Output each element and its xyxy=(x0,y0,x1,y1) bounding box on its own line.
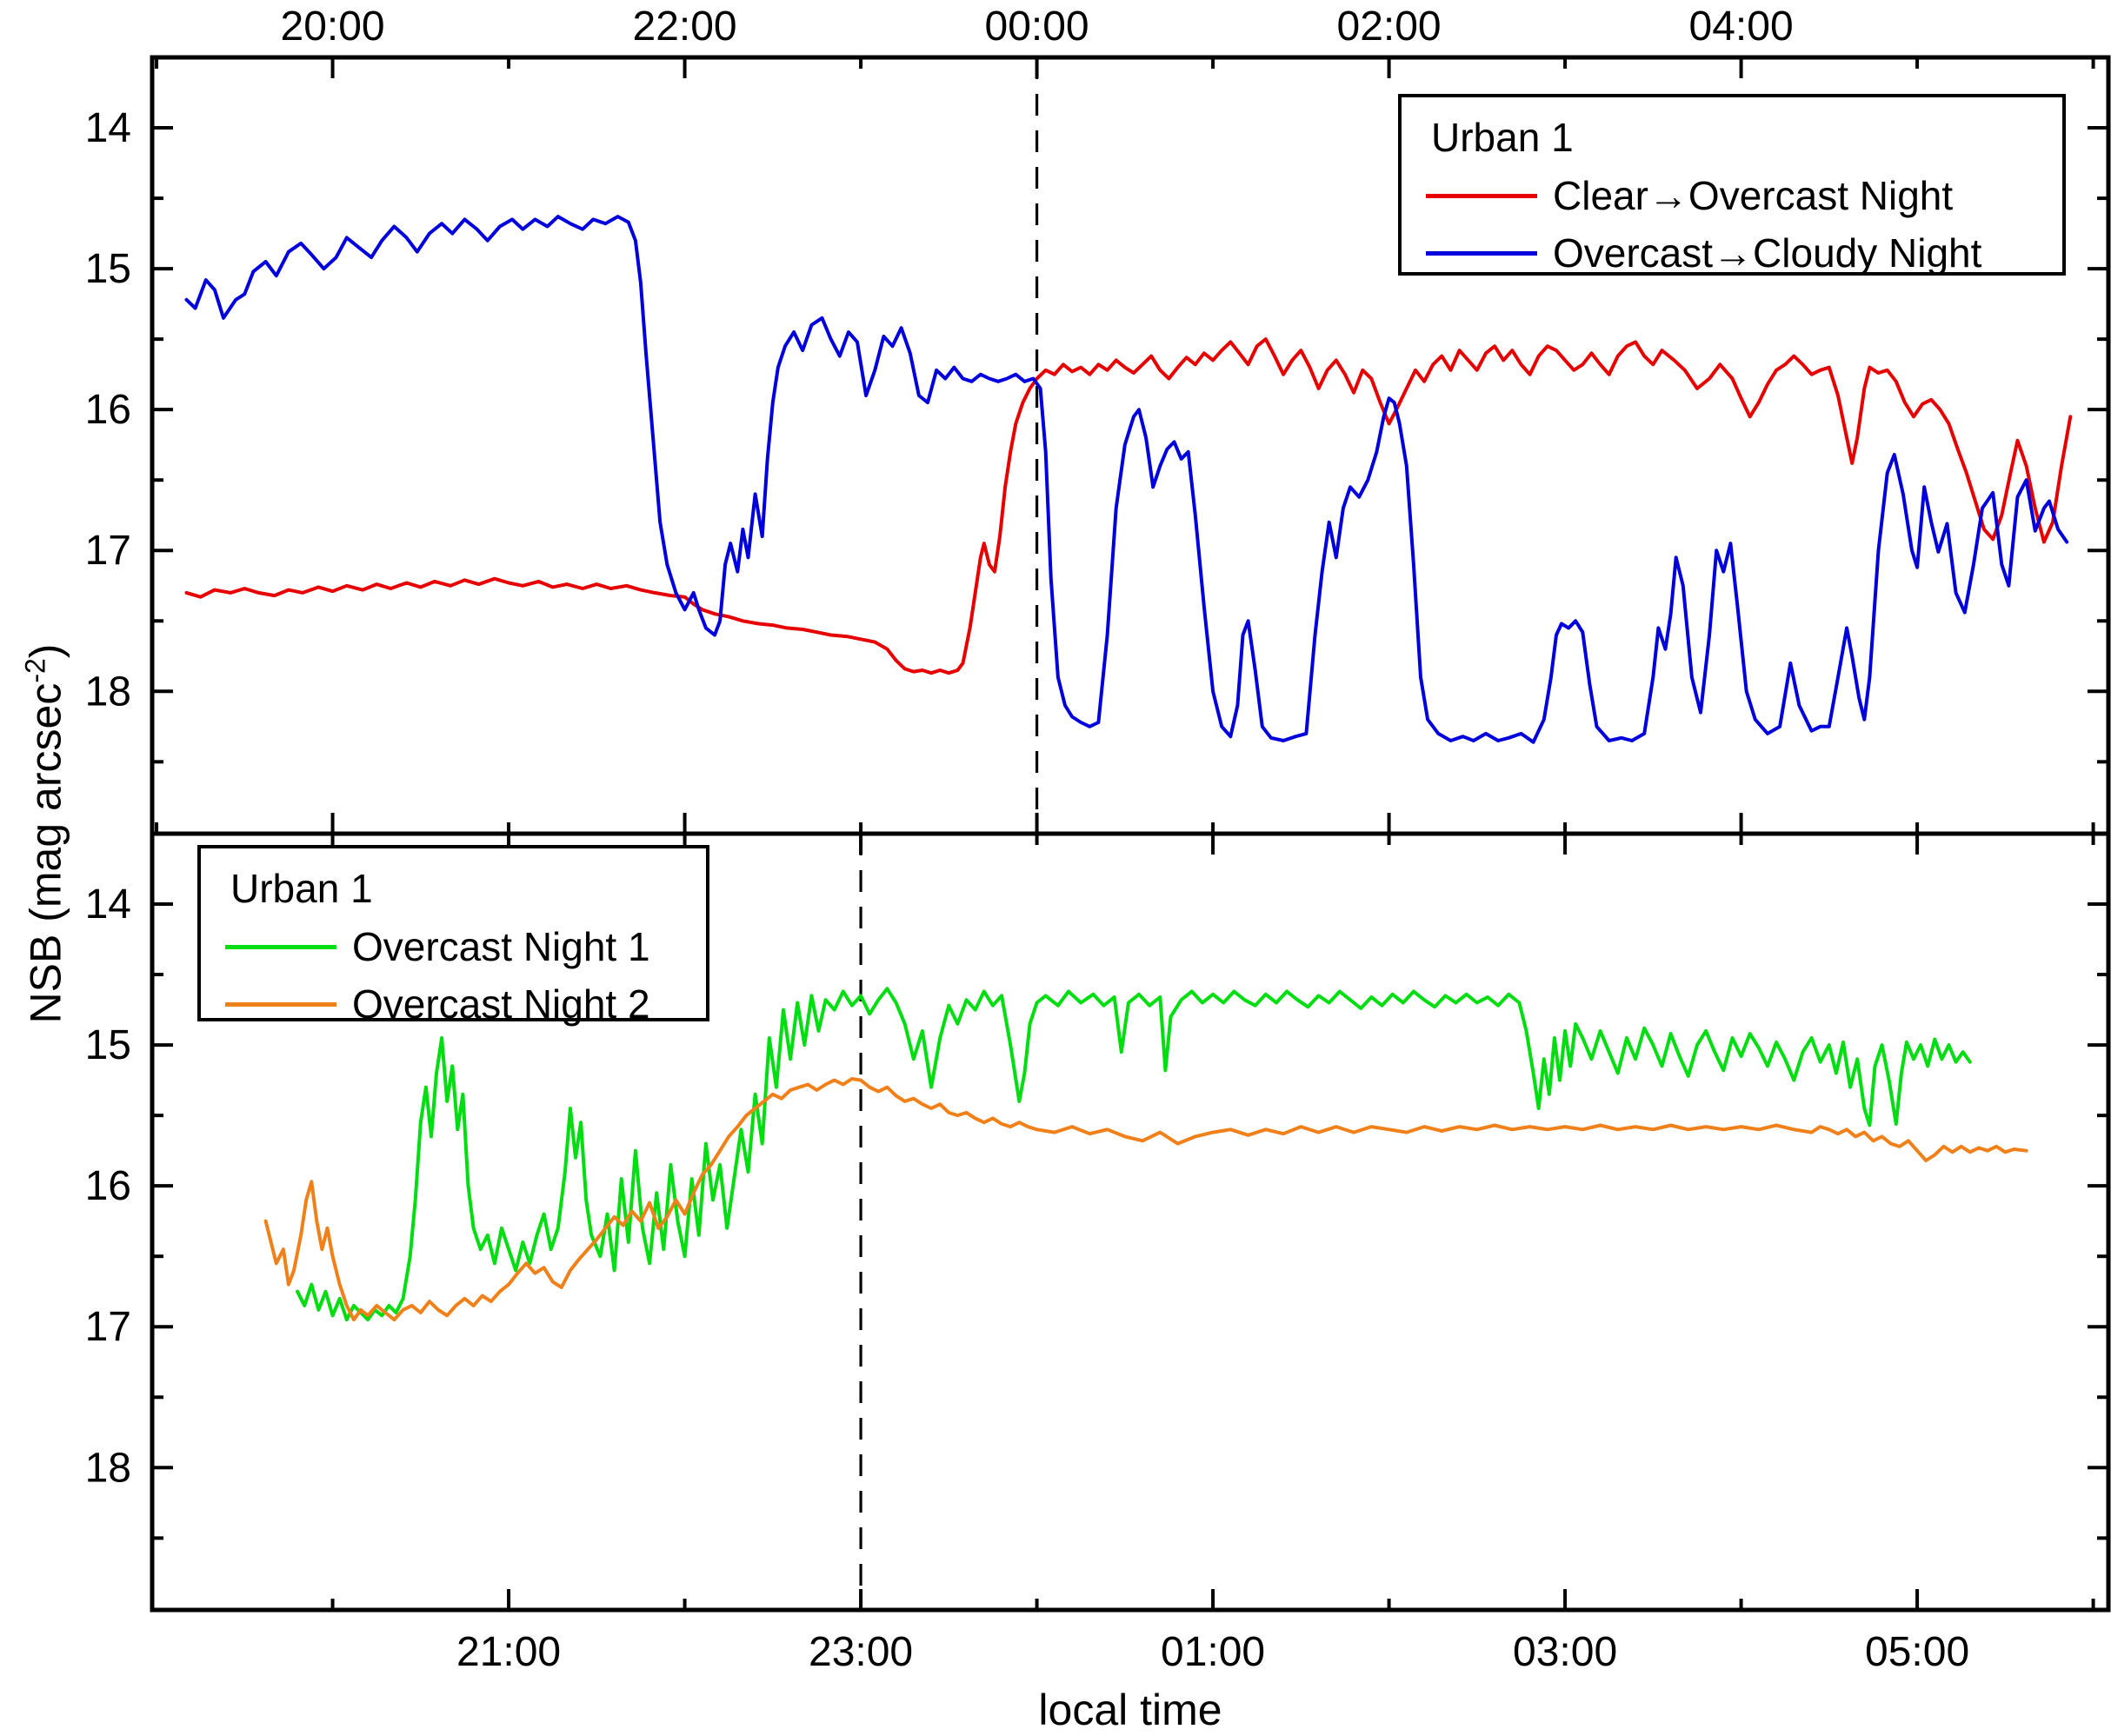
series-clear_overcast xyxy=(184,337,2073,675)
y-tick-label: 17 xyxy=(85,528,131,574)
legend-item-overcast-cloudy: Overcast→Cloudy Night xyxy=(1402,226,2062,280)
y-tick-label: 14 xyxy=(85,881,131,928)
legend-swatch-red-line xyxy=(1426,193,1537,198)
y-tick-label: 15 xyxy=(85,246,131,292)
panel-border-bottom xyxy=(150,831,2111,1613)
legend-swatch-orange-line xyxy=(225,1001,336,1007)
legend-label-overcast-night-2: Overcast Night 2 xyxy=(352,981,650,1027)
x-tick-label: 04:00 xyxy=(1689,3,1794,50)
x-tick-label: 23:00 xyxy=(809,1629,913,1675)
legend-bottom-title: Urban 1 xyxy=(230,866,373,911)
x-axis-title: local time xyxy=(1038,1686,1222,1734)
y-axis-title: NSB (mag arcsec-2) xyxy=(20,644,71,1024)
x-tick-label: 22:00 xyxy=(633,3,737,50)
series-overcast_night_1 xyxy=(296,987,1972,1322)
x-tick-label: 05:00 xyxy=(1865,1629,1969,1675)
y-axis-title-suffix: ) xyxy=(21,643,70,659)
series-overcast_cloudy xyxy=(184,215,2069,744)
legend-label-overcast-cloudy: Overcast→Cloudy Night xyxy=(1553,230,1982,276)
legend-swatch-green-line xyxy=(225,944,336,949)
y-axis-title-prefix: NSB (mag arcsec xyxy=(21,682,70,1024)
y-tick-label: 18 xyxy=(85,1445,131,1491)
y-tick-label: 17 xyxy=(85,1304,131,1350)
y-tick-label: 18 xyxy=(85,668,131,715)
x-tick-label: 21:00 xyxy=(456,1629,561,1675)
y-axis-title-exponent: -2 xyxy=(19,658,51,683)
legend-label-overcast-night-1: Overcast Night 1 xyxy=(352,924,650,969)
y-tick-label: 16 xyxy=(85,387,131,433)
legend-bottom: Urban 1 Overcast Night 1 Overcast Night … xyxy=(197,845,709,1027)
y-tick-label: 16 xyxy=(85,1163,131,1209)
x-tick-label: 03:00 xyxy=(1513,1629,1617,1675)
legend-item-overcast-night-2: Overcast Night 2 xyxy=(201,977,706,1031)
x-tick-label: 01:00 xyxy=(1161,1629,1265,1675)
x-tick-label: 02:00 xyxy=(1337,3,1442,50)
legend-top: Urban 1 Clear→Overcast Night Overcast→Cl… xyxy=(1398,94,2066,276)
y-tick-label: 15 xyxy=(85,1022,131,1068)
series-overcast_night_2 xyxy=(263,1077,2028,1322)
x-tick-label: 00:00 xyxy=(985,3,1089,50)
legend-top-title: Urban 1 xyxy=(1431,115,1574,160)
y-tick-label: 14 xyxy=(85,105,131,151)
legend-swatch-blue-line xyxy=(1426,250,1537,256)
legend-item-overcast-night-1: Overcast Night 1 xyxy=(201,920,706,974)
x-tick-label: 20:00 xyxy=(281,3,385,50)
legend-item-clear-overcast: Clear→Overcast Night xyxy=(1402,169,2062,223)
legend-label-clear-overcast: Clear→Overcast Night xyxy=(1553,173,1954,218)
